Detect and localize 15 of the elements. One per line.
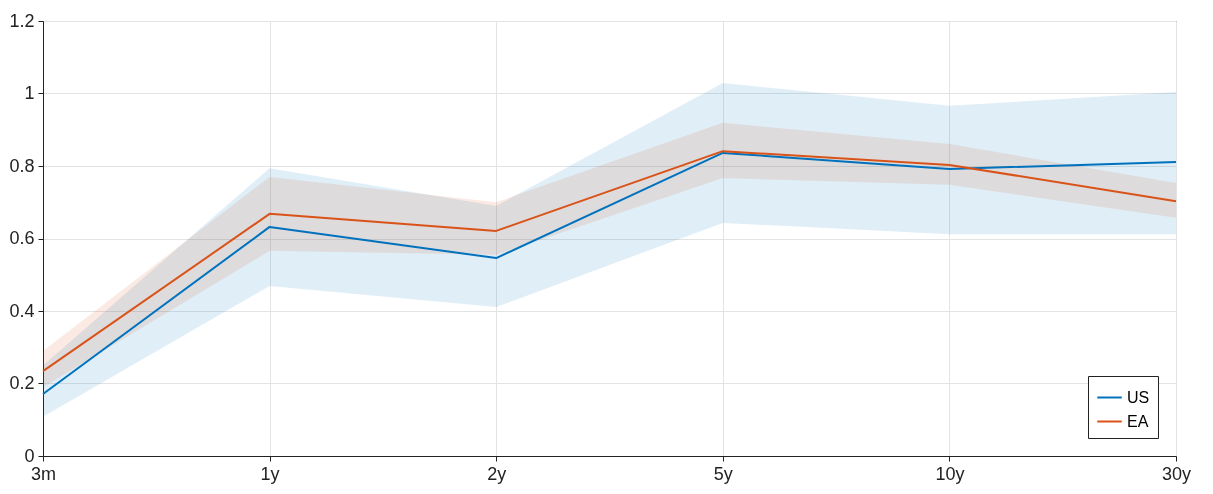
y-tick-label: 1	[24, 83, 35, 103]
x-tick-label: 3m	[30, 463, 57, 484]
x-tick-label: 5y	[713, 463, 733, 484]
x-tick-label: 30y	[1161, 463, 1192, 484]
y-tick-label: 0.4	[9, 300, 35, 321]
x-tick-label: 10y	[935, 463, 965, 484]
legend-label: EA	[1127, 412, 1149, 430]
x-tick-label: 2y	[487, 463, 507, 484]
y-tick-label: 0.6	[9, 228, 35, 248]
y-tick-label: 0	[24, 445, 35, 466]
y-tick-label: 0.8	[9, 155, 35, 176]
x-tick-label: 1y	[260, 463, 280, 484]
y-tick-label: 1.2	[9, 10, 35, 31]
y-tick-label: 0.2	[9, 373, 35, 393]
legend-label: US	[1127, 388, 1150, 406]
